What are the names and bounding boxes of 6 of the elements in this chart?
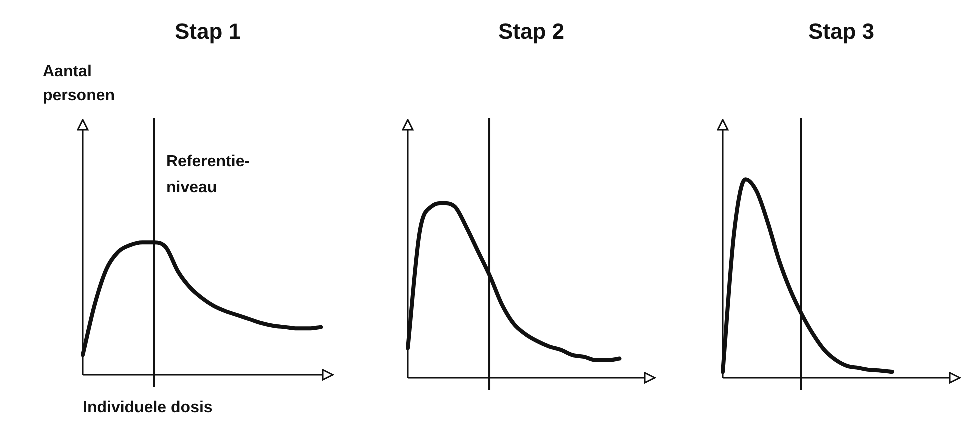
chart-title: Stap 2: [498, 19, 565, 44]
text: Referentie-niveau: [166, 153, 250, 196]
y-axis-title: Aantal personen: [43, 63, 116, 104]
chart-title: Stap 3: [808, 19, 875, 44]
chart-title: Stap 1: [174, 19, 242, 44]
x-axis-title: Individuele dosis: [83, 399, 213, 416]
